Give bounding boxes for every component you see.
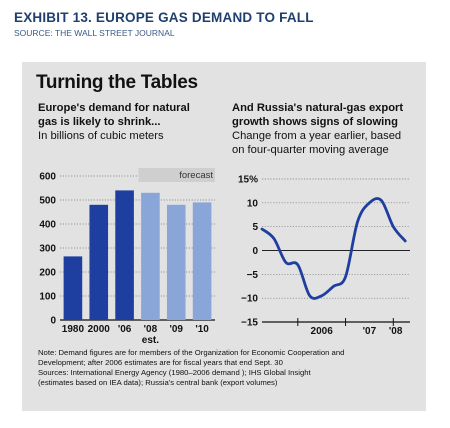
right-subheading: Change from a year earlier, based on fou… (232, 130, 401, 157)
export-growth-line (260, 197, 407, 300)
line-x-tick-label: 2006 (311, 326, 334, 337)
bar-x-tick-label: '08 (144, 324, 158, 335)
bar-10 (192, 202, 212, 320)
line-y-tick-label: 10 (247, 198, 259, 209)
bar-2000 (89, 204, 109, 320)
right-subheading-line-2: on four-quarter moving average (232, 143, 389, 156)
footnote-line-1: Note: Demand figures are for members of … (38, 348, 345, 357)
chart-panel: Turning the Tables Europe's demand for n… (22, 62, 426, 411)
right-heading: And Russia's natural-gas export growth s… (232, 102, 403, 129)
bar-y-tick-label: 400 (39, 220, 56, 231)
line-y-tick-label: −15 (241, 318, 258, 329)
bar-y-tick-label: 100 (39, 292, 56, 303)
left-heading: Europe's demand for natural gas is likel… (38, 102, 190, 129)
right-heading-line-2: growth shows signs of slowing (232, 115, 398, 128)
bar-chart: 0 100 200 300 400 500 600 forecast 1980 2000 '06 '0… (39, 168, 215, 346)
line-x-tick-label: '07 (363, 326, 377, 337)
bar-y-tick-label: 200 (39, 268, 56, 279)
line-x-tick-label: '08 (389, 326, 403, 337)
line-y-tick-label: −5 (247, 270, 259, 281)
bar-y-tick-label: 0 (50, 316, 56, 327)
bar-x-tick-label: '10 (195, 324, 209, 335)
line-chart: −15 −10 −5 0 5 10 15% 2006 '07 '08 (238, 175, 410, 337)
footnote: Note: Demand figures are for members of … (38, 348, 418, 388)
bar-09 (166, 204, 186, 320)
line-y-tick-label: 5 (252, 222, 258, 233)
bar-x-tick-label: 2000 (88, 324, 111, 335)
bar-x-tick-label: '09 (169, 324, 183, 335)
right-subheading-line-1: Change from a year earlier, based (232, 130, 402, 142)
left-subheading: In billions of cubic meters (38, 130, 164, 142)
footnote-line-2: Development; after 2006 estimates are fo… (38, 358, 283, 367)
bar-08 (141, 192, 160, 320)
est-label: est. (142, 335, 159, 346)
footnote-line-3: Sources: International Energy Agency (19… (38, 368, 311, 377)
bar-1980 (63, 256, 83, 320)
bar-x-tick-label: '06 (118, 324, 132, 335)
line-y-tick-label: 15% (238, 175, 258, 186)
bar-y-tick-label: 600 (39, 172, 56, 183)
panel-title: Turning the Tables (36, 72, 198, 93)
line-y-tick-label: −10 (241, 294, 258, 305)
bar-x-tick-label: 1980 (62, 324, 85, 335)
forecast-label: forecast (179, 170, 213, 181)
bar-06 (115, 190, 134, 320)
left-heading-line-1: Europe's demand for natural (38, 102, 190, 114)
line-y-tick-label: 0 (252, 246, 258, 257)
bar-y-tick-label: 500 (39, 196, 56, 207)
exhibit-source: SOURCE: THE WALL STREET JOURNAL (14, 28, 175, 38)
forecast-band (138, 168, 215, 182)
left-heading-line-2: gas is likely to shrink... (38, 115, 161, 128)
right-heading-line-1: And Russia's natural-gas export (232, 102, 404, 114)
bar-y-tick-label: 300 (39, 244, 56, 255)
footnote-line-4: (estimates based on IEA data); Russia's … (38, 378, 278, 387)
exhibit-title: EXHIBIT 13. EUROPE GAS DEMAND TO FALL (14, 10, 314, 25)
